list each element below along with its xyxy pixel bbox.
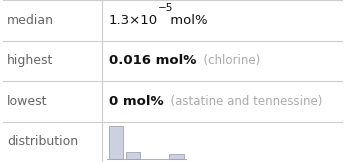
Text: lowest: lowest bbox=[7, 95, 47, 108]
Text: mol%: mol% bbox=[166, 14, 208, 27]
Bar bbox=[109, 126, 123, 159]
Text: distribution: distribution bbox=[7, 135, 78, 148]
Text: (chlorine): (chlorine) bbox=[196, 54, 260, 67]
Bar bbox=[126, 152, 140, 159]
Text: highest: highest bbox=[7, 54, 53, 67]
Text: 0.016 mol%: 0.016 mol% bbox=[109, 54, 196, 67]
Text: (astatine and tennessine): (astatine and tennessine) bbox=[163, 95, 323, 108]
Text: median: median bbox=[7, 14, 54, 27]
Text: 0 mol%: 0 mol% bbox=[109, 95, 163, 108]
Text: 1.3×10: 1.3×10 bbox=[109, 14, 158, 27]
Text: −5: −5 bbox=[158, 3, 173, 13]
Bar bbox=[169, 154, 184, 159]
